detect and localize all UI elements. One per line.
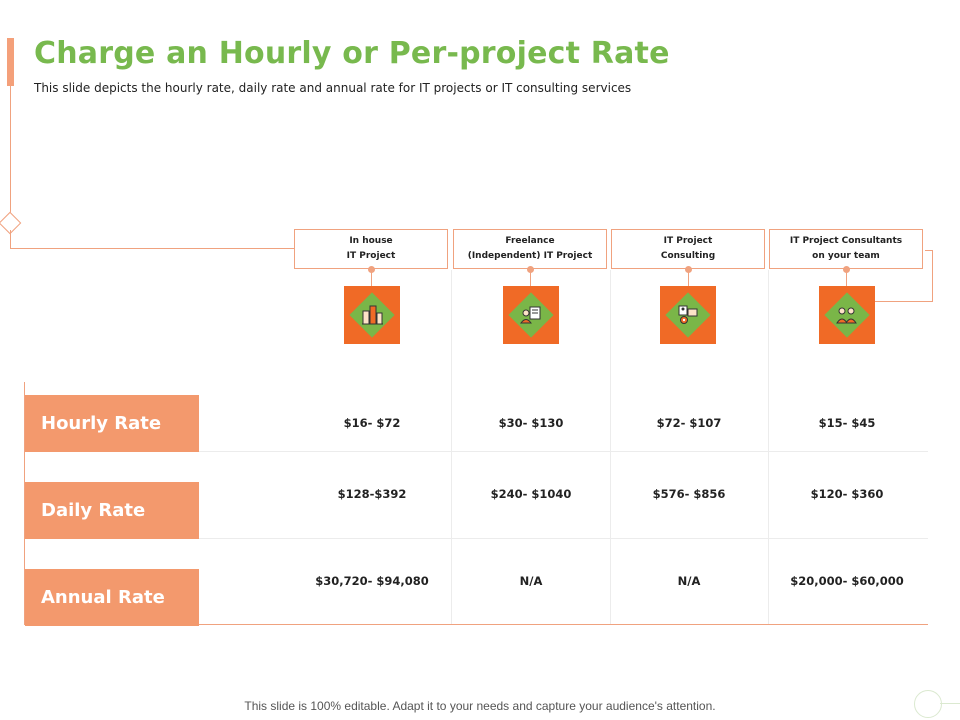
left-vertical-connector (10, 86, 11, 216)
column-divider (451, 270, 452, 625)
table-left-border (24, 382, 25, 625)
column-divider (610, 270, 611, 625)
table-cell: $240- $1040 (490, 487, 572, 501)
table-bottom-border (25, 624, 928, 625)
row-label-hourly-rate: Hourly Rate (25, 395, 199, 452)
table-cell: $30,720- $94,080 (315, 574, 429, 588)
team-icon (819, 286, 875, 344)
left-lower-connector (10, 230, 11, 249)
table-cell: $30- $130 (498, 416, 564, 430)
footer-note: This slide is 100% editable. Adapt it to… (244, 699, 716, 713)
right-connector-v (932, 250, 933, 302)
dot-stem (846, 272, 847, 286)
table-cell: N/A (519, 574, 543, 588)
connector-dot (843, 266, 850, 273)
row-divider (25, 451, 928, 452)
table-cell: $72- $107 (656, 416, 722, 430)
table-cell: N/A (677, 574, 701, 588)
column-header-freelance: Freelance (Independent) IT Project (453, 229, 607, 269)
row-label-annual-rate: Annual Rate (25, 569, 199, 626)
table-cell: $20,000- $60,000 (790, 574, 904, 588)
decorative-line (940, 703, 960, 704)
dot-stem (530, 272, 531, 286)
table-cell: $16- $72 (343, 416, 401, 430)
column-header-consulting: IT Project Consulting (611, 229, 765, 269)
column-divider (768, 270, 769, 625)
dot-stem (371, 272, 372, 286)
column-header-consultants-team: IT Project Consultants on your team (769, 229, 923, 269)
slide-subtitle: This slide depicts the hourly rate, dail… (34, 81, 632, 95)
table-cell: $128-$392 (337, 487, 407, 501)
connector-dot (368, 266, 375, 273)
right-connector-bottom (875, 301, 933, 302)
table-cell: $120- $360 (810, 487, 884, 501)
decorative-circle (914, 690, 942, 718)
buildings-icon (344, 286, 400, 344)
table-cell: $576- $856 (652, 487, 726, 501)
connector-dot (685, 266, 692, 273)
table-cell: $15- $45 (818, 416, 876, 430)
freelancer-laptop-icon (503, 286, 559, 344)
consultant-gear-icon (660, 286, 716, 344)
column-header-in-house: In house IT Project (294, 229, 448, 269)
horizontal-connector (10, 248, 295, 249)
slide-title: Charge an Hourly or Per-project Rate (34, 36, 670, 71)
dot-stem (688, 272, 689, 286)
title-accent-bar (7, 38, 14, 86)
connector-dot (527, 266, 534, 273)
row-divider (25, 538, 928, 539)
row-label-daily-rate: Daily Rate (25, 482, 199, 539)
right-connector-top (925, 250, 933, 251)
